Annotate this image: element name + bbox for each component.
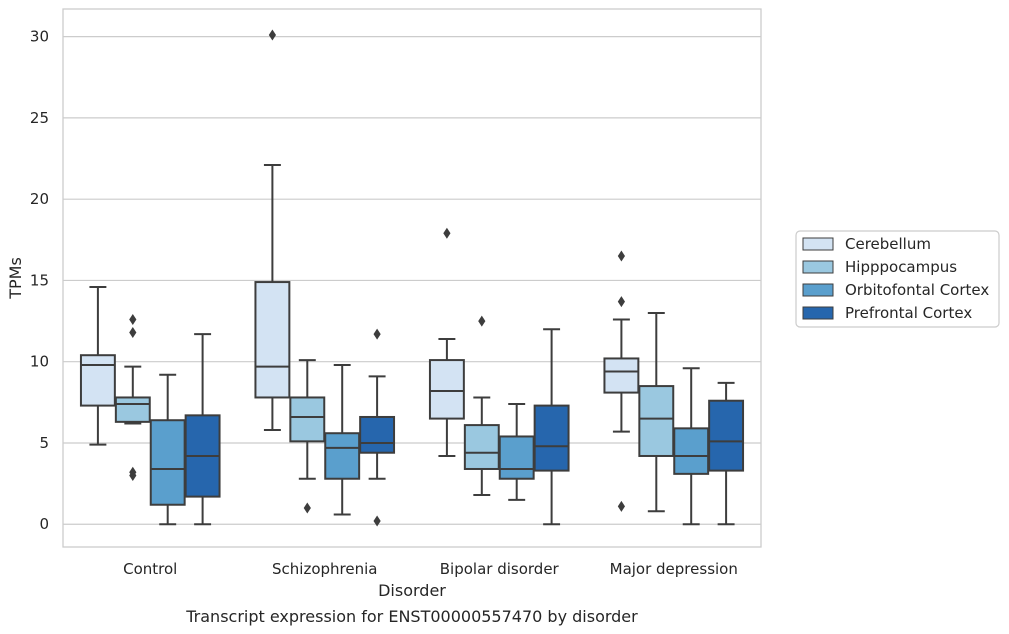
box-major-depression-prefrontal-cortex	[708, 381, 745, 526]
box-body	[708, 399, 745, 472]
box-major-depression-orbitofontal-cortex	[673, 367, 710, 526]
box-body	[638, 385, 675, 457]
outlier-point	[268, 29, 276, 41]
legend-label: Cerebellum	[845, 235, 931, 253]
outlier-point	[478, 315, 486, 327]
x-tick-label: Control	[123, 560, 177, 578]
box-body	[498, 435, 535, 480]
box-body	[289, 396, 326, 443]
boxes	[79, 29, 745, 527]
box-schizophrenia-prefrontal-cortex	[359, 328, 396, 527]
outlier-point	[373, 515, 381, 527]
box-body	[79, 354, 116, 407]
legend-swatch	[802, 306, 834, 320]
box-control-hipppocampus	[114, 313, 151, 481]
legend-label: Orbitofontal Cortex	[845, 281, 989, 299]
legend-label: Prefrontal Cortex	[845, 304, 972, 322]
legend: Cerebellum Hipppocampus Orbitofontal Corte…	[795, 230, 1000, 328]
box-body	[463, 424, 500, 470]
box-bipolar-disorder-cerebellum	[428, 227, 465, 457]
outlier-point	[617, 296, 625, 308]
y-tick-label: 5	[39, 434, 49, 452]
box-bipolar-disorder-hipppocampus	[463, 315, 500, 496]
legend-swatch	[802, 283, 834, 297]
box-body	[533, 404, 570, 472]
outlier-point	[443, 227, 451, 239]
box-body	[254, 281, 291, 399]
box-schizophrenia-orbitofontal-cortex	[324, 363, 361, 516]
y-tick-label: 10	[30, 353, 49, 371]
outlier-point	[129, 313, 137, 325]
y-axis-label: TPMs	[6, 257, 25, 300]
box-bipolar-disorder-orbitofontal-cortex	[498, 402, 535, 501]
box-body	[114, 396, 151, 423]
box-body	[324, 432, 361, 480]
box-body	[673, 427, 710, 475]
plot-frame	[62, 8, 762, 548]
x-tick-labels: Control Schizophrenia Bipolar disorder Majo…	[123, 560, 738, 578]
x-tick-label: Schizophrenia	[272, 560, 377, 578]
x-axis-label: Disorder	[378, 581, 446, 600]
outlier-point	[373, 328, 381, 340]
box-bipolar-disorder-prefrontal-cortex	[533, 328, 570, 526]
legend-swatch	[802, 237, 834, 251]
outlier-point	[617, 250, 625, 262]
box-body	[359, 415, 396, 454]
outlier-point	[129, 326, 137, 338]
box-schizophrenia-cerebellum	[254, 29, 291, 431]
box-major-depression-cerebellum	[603, 250, 640, 512]
y-tick-label: 30	[30, 28, 49, 46]
y-tick-labels: 0 5 10 15 20 25 30	[30, 28, 49, 534]
outlier-point	[303, 502, 311, 514]
box-body	[603, 357, 640, 394]
outlier-point	[129, 469, 137, 481]
box-body	[149, 419, 186, 506]
box-control-orbitofontal-cortex	[149, 373, 186, 526]
x-tick-label: Major depression	[610, 560, 738, 578]
chart-caption: Transcript expression for ENST0000055747…	[185, 607, 638, 626]
box-schizophrenia-hipppocampus	[289, 359, 326, 514]
box-control-prefrontal-cortex	[184, 333, 221, 526]
legend-frame	[795, 230, 1000, 328]
box-control-cerebellum	[79, 285, 116, 446]
outlier-point	[617, 500, 625, 512]
y-tick-label: 0	[39, 515, 49, 533]
y-tick-label: 25	[30, 109, 49, 127]
y-tick-label: 20	[30, 190, 49, 208]
legend-label: Hipppocampus	[845, 258, 957, 276]
box-major-depression-hipppocampus	[638, 311, 675, 513]
x-tick-label: Bipolar disorder	[440, 560, 560, 578]
y-tick-label: 15	[30, 271, 49, 289]
legend-swatch	[802, 260, 834, 274]
box-body	[428, 359, 465, 420]
